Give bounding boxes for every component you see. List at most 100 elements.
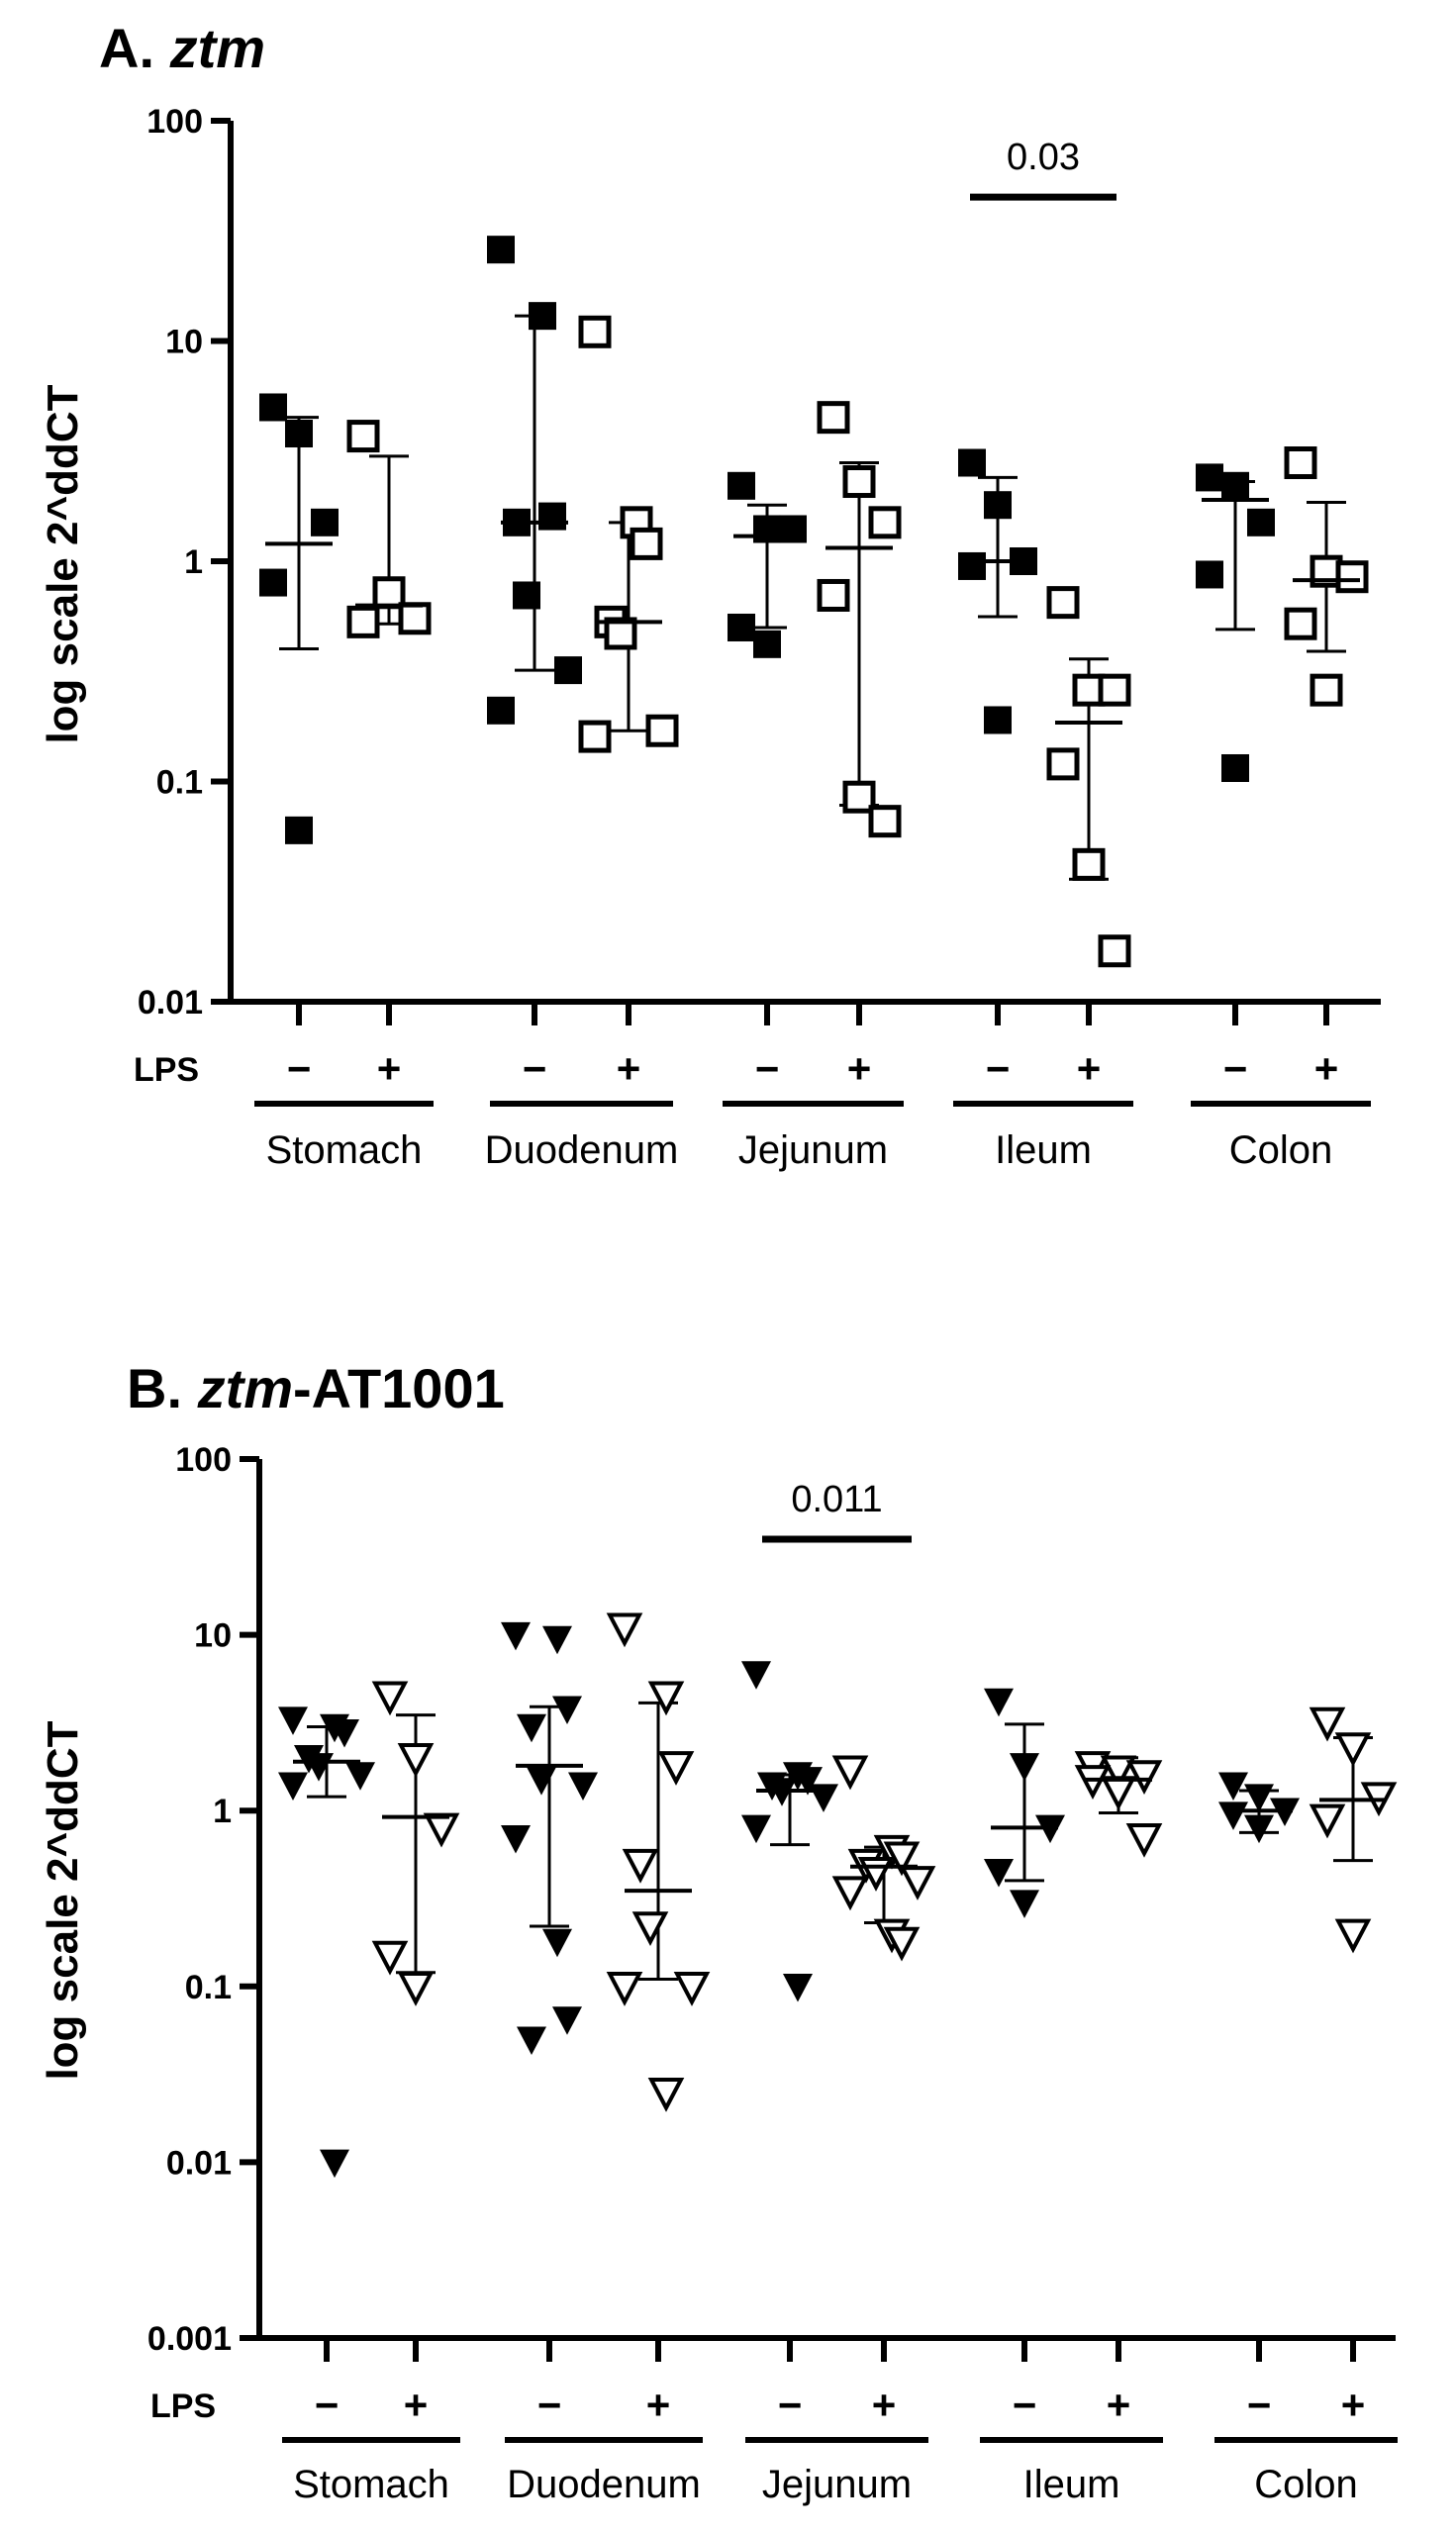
panel-b-data-point [1334, 1918, 1372, 1954]
panel-b-y-tick-label: 10 [194, 1617, 232, 1655]
panel-b-data-point [501, 1824, 531, 1854]
panel-a-category-label: Duodenum [485, 1128, 679, 1172]
panel-a-data-point [728, 613, 755, 641]
panel-a-y-tick-label: 0.01 [138, 984, 203, 1022]
panel-b-p-value: 0.011 [791, 1479, 882, 1520]
panel-a-data-point [604, 617, 637, 650]
panel-b-data-point [622, 1848, 659, 1884]
panel-b-category-label: Jejunum [762, 2463, 912, 2506]
panel-b-data-point [517, 2026, 546, 2056]
panel-b-lps-minus: − [537, 2382, 562, 2428]
panel-b-data-point [647, 1681, 685, 1716]
panel-b-data-point [345, 1762, 375, 1791]
panel-b-category-label: Colon [1254, 2463, 1358, 2506]
panel-a-data-point [753, 515, 781, 543]
panel-b-data-point [606, 1612, 643, 1648]
panel-b-category-label: Stomach [293, 2463, 449, 2506]
panel-b-lps-minus: − [315, 2382, 340, 2428]
panel-b-data-point [397, 1972, 435, 2006]
panel-b-data-point [552, 2006, 582, 2035]
panel-a-data-point [285, 816, 313, 844]
panel-b-lps-plus: + [1341, 2382, 1366, 2428]
panel-a-data-point [538, 502, 566, 531]
panel-a-data-point [1247, 508, 1275, 536]
panel-a-data-point [578, 720, 612, 753]
panel-b-data-point [320, 2149, 349, 2179]
panel-a-y-tick-label: 1 [184, 543, 203, 581]
panel-b-data-point [568, 1772, 598, 1801]
panel-b-data-point [330, 1719, 359, 1748]
panel-b-data-point [883, 1841, 921, 1877]
panel-b-data-point [631, 1911, 669, 1947]
panel-a-data-point [259, 568, 287, 597]
panel-a-category-label: Colon [1229, 1128, 1333, 1172]
panel-a-data-point [1098, 934, 1131, 968]
panel-a-data-point [817, 578, 850, 612]
panel-b-data-point [371, 1681, 409, 1716]
panel-b-data-point [542, 1928, 572, 1958]
panel-a-lps-plus: + [617, 1045, 641, 1092]
panel-a-data-point [1196, 463, 1223, 492]
panel-a-data-point [1284, 446, 1317, 480]
panel-a-category-label: Stomach [266, 1128, 423, 1172]
panel-a-category-label: Ileum [995, 1128, 1092, 1172]
panel-b-data-point [1218, 1802, 1248, 1830]
panel-a-marks: 0.03 [259, 137, 1369, 968]
panel-a-lps-label: LPS [134, 1051, 199, 1089]
panel-a-data-point [779, 515, 807, 543]
panel-a-data-point [346, 420, 380, 453]
panel-a-p-value: 0.03 [1007, 137, 1080, 178]
panel-b-data-point [1244, 1784, 1274, 1812]
panel-a-data-point [984, 491, 1012, 520]
panel-a-lps-plus: + [1314, 1045, 1339, 1092]
panel-a-data-point [868, 506, 902, 539]
panel-a-category-label: Jejunum [738, 1128, 888, 1172]
panel-a-lps-minus: − [755, 1045, 780, 1092]
panel-b-data-point [278, 1706, 308, 1735]
panel-a-data-point [842, 465, 876, 499]
panel-b-data-point [1100, 1776, 1137, 1811]
panel-a-data-point [842, 780, 876, 814]
panel-b-data-point [1125, 1822, 1163, 1858]
panel-b-y-tick-label: 1 [213, 1793, 232, 1830]
panel-a-title: A. ztm [99, 17, 265, 79]
panel-b-data-point [542, 1625, 572, 1655]
panel-a-data-point [285, 419, 313, 447]
panel-b-data-point [1100, 1755, 1137, 1791]
panel-a-lps-minus: − [523, 1045, 547, 1092]
panel-b-data-point [1010, 1753, 1039, 1782]
panel-a-data-point [259, 393, 287, 422]
panel-b-data-point [527, 1767, 556, 1796]
panel-b-data-point [1334, 1732, 1372, 1768]
panel-b-data-point [501, 1621, 531, 1651]
panel-b-data-point [278, 1772, 308, 1801]
panel-b-lps-plus: + [872, 2382, 897, 2428]
panel-a-data-point [311, 508, 339, 536]
panel-b-lps-minus: − [778, 2382, 803, 2428]
panel-a-y-tick-label: 100 [146, 103, 203, 141]
panel-b-data-point [899, 1866, 936, 1900]
panel-b-data-point [1309, 1706, 1346, 1742]
panel-a-lps-minus: − [1223, 1045, 1248, 1092]
panel-b-data-point [517, 1713, 546, 1743]
panel-b-data-point [809, 1784, 838, 1812]
panel-a-data-point [1310, 673, 1343, 707]
panel-b: B. ztm-AT1001 log scale 2^ddCT 0.001 0.01… [39, 1357, 1398, 2506]
panel-b-data-point [741, 1814, 771, 1844]
panel-b-data-point [831, 1755, 869, 1791]
panel-a-data-point [487, 236, 515, 264]
panel-b-data-point [883, 1926, 921, 1962]
panel-b-data-point [741, 1661, 771, 1690]
panel-b-data-point [1125, 1760, 1163, 1795]
panel-a-data-point [1221, 753, 1249, 782]
panel-a-data-point [346, 605, 380, 638]
panel-b-lps-plus: + [646, 2382, 671, 2428]
panel-a-lps-minus: − [287, 1045, 312, 1092]
panel-a-data-point [630, 527, 663, 560]
panel-a-y-tick-label: 0.1 [156, 764, 203, 802]
panel-a-lps-plus: + [377, 1045, 402, 1092]
panel-b-data-point [984, 1688, 1014, 1717]
panel-b-data-point [371, 1940, 409, 1976]
panel-b-data-point [793, 1767, 823, 1796]
